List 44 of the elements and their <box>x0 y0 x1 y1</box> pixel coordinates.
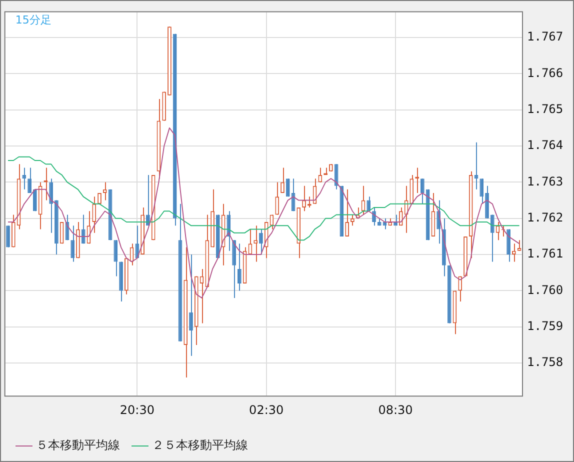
y-tick-label: 1.758 <box>527 355 564 370</box>
candlestick <box>81 214 86 244</box>
x-tick-label: 08:30 <box>378 402 413 417</box>
candlestick <box>254 225 258 262</box>
y-tick-label: 1.759 <box>527 319 564 333</box>
candlestick <box>372 207 376 226</box>
candlestick <box>28 167 32 194</box>
legend-label: ２５本移動平均線 <box>152 438 248 452</box>
candlestick <box>92 196 96 234</box>
candlestick <box>490 214 494 262</box>
candlestick <box>366 196 371 212</box>
y-tick-label: 1.767 <box>527 30 564 44</box>
candlestick <box>420 178 424 204</box>
candlestick <box>102 182 107 201</box>
candlestick <box>146 174 150 226</box>
candlestick <box>22 167 26 190</box>
y-tick-label: 1.765 <box>527 102 564 116</box>
y-tick-label: 1.761 <box>527 246 564 261</box>
chart-title: 15分足 <box>15 14 52 27</box>
candlestick <box>512 243 516 262</box>
candlestick <box>280 167 284 194</box>
candlestick <box>350 214 354 226</box>
candlestick <box>302 185 306 212</box>
candlestick <box>275 182 280 216</box>
x-tick-label: 20:30 <box>120 402 154 417</box>
candlestick <box>189 254 193 356</box>
candlestick <box>49 178 54 234</box>
candlestick <box>480 178 484 204</box>
candlestick <box>345 188 350 237</box>
y-tick-label: 1.764 <box>527 138 564 152</box>
candlestick <box>259 228 263 256</box>
candlestick <box>485 185 489 219</box>
legend-label: ５本移動平均線 <box>36 438 120 452</box>
y-tick-label: 1.762 <box>527 210 564 224</box>
candlestick <box>232 240 236 298</box>
y-tick-label: 1.766 <box>527 66 564 80</box>
candlestick <box>70 225 75 262</box>
x-tick-label: 02:30 <box>249 402 284 417</box>
y-tick-label: 1.763 <box>527 174 564 188</box>
candlestick <box>114 240 118 277</box>
candlestick <box>238 243 242 292</box>
candlestick <box>318 167 322 183</box>
candlestick <box>11 214 16 248</box>
y-tick-label: 1.760 <box>527 282 564 297</box>
